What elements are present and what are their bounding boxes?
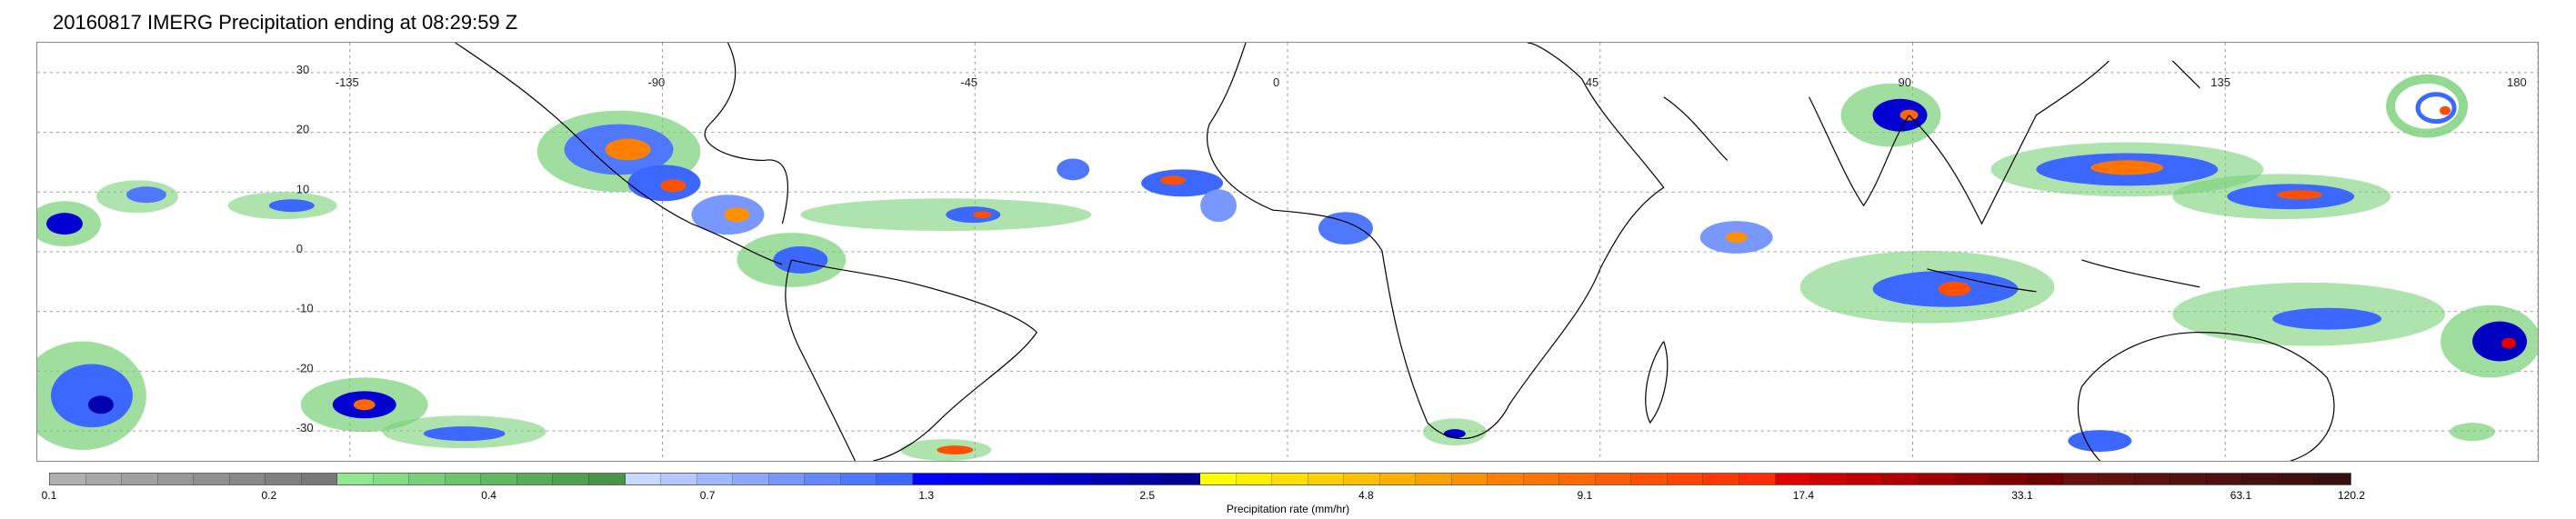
colorbar-segment [2206, 474, 2243, 484]
colorbar-segment [2242, 474, 2279, 484]
map-canvas: 30 20 10 0 -10 -20 -30 -135 -90 -45 0 45… [37, 43, 2538, 461]
colorbar-segment [85, 474, 123, 484]
lat-label-20: 20 [296, 123, 309, 136]
lon-label-135: 135 [2210, 75, 2230, 89]
colorbar-segment [805, 474, 841, 484]
colorbar-segment [1200, 474, 1237, 484]
lon-label-45: 45 [1586, 75, 1599, 89]
colorbar-segment [481, 474, 517, 484]
colorbar-segment [1595, 474, 1632, 484]
colorbar-tick: 33.1 [2011, 489, 2033, 502]
colorbar-tick: 2.5 [1139, 489, 1156, 502]
lon-label-0: 0 [1273, 75, 1279, 89]
colorbar-tick-labels: 0.1 0.2 0.4 0.7 1.3 2.5 4.8 9.1 17.4 33.… [42, 489, 2365, 504]
colorbar-segment [1344, 474, 1380, 484]
colorbar-segment [840, 474, 877, 484]
colorbar-segment [1523, 474, 1560, 484]
colorbar-segment [1955, 474, 1991, 484]
colorbar-tick: 0.4 [481, 489, 496, 502]
colorbar-tick: 0.2 [261, 489, 277, 502]
lat-label-30: 30 [296, 63, 309, 76]
lon-label-m45: -45 [960, 75, 977, 89]
colorbar-segment [194, 474, 230, 484]
colorbar-segment [661, 474, 697, 484]
colorbar-segment [1020, 474, 1057, 484]
colorbar-segment [1308, 474, 1345, 484]
colorbar-segment [337, 474, 374, 484]
colorbar-tick: 4.8 [1358, 489, 1374, 502]
colorbar-segment [1379, 474, 1417, 484]
colorbar-tick: 9.1 [1577, 489, 1593, 502]
colorbar-segment [877, 474, 913, 484]
lat-label-m10: -10 [296, 302, 314, 315]
colorbar-tick: 17.4 [1792, 489, 1815, 502]
colorbar-segment [625, 474, 662, 484]
lon-label-m135: -135 [336, 75, 359, 89]
colorbar-segment [1919, 474, 1956, 484]
colorbar-segment [301, 474, 338, 484]
colorbar-segment [984, 474, 1021, 484]
colorbar-segment [1775, 474, 1812, 484]
colorbar-segment [229, 474, 266, 484]
colorbar-title: Precipitation rate (mm/hr) [1226, 503, 1350, 515]
colorbar-tick: 0.1 [41, 489, 57, 502]
precipitation-field [37, 74, 2538, 461]
colorbar-segment [697, 474, 734, 484]
colorbar-segment [1739, 474, 1776, 484]
colorbar-segment [409, 474, 446, 484]
colorbar-segment [1272, 474, 1308, 484]
colorbar-tick: 120.2 [2337, 489, 2366, 502]
map-title: 20160817 IMERG Precipitation ending at 0… [53, 11, 518, 34]
colorbar-tick: 1.3 [918, 489, 935, 502]
colorbar-segment [733, 474, 769, 484]
colorbar-segment [1164, 474, 1200, 484]
colorbar-segment [157, 474, 195, 484]
colorbar-segment [2278, 474, 2315, 484]
colorbar-segment [2099, 474, 2135, 484]
colorbar-segment [1703, 474, 1739, 484]
colorbar-segment [1056, 474, 1093, 484]
coastlines [455, 43, 2335, 461]
colorbar-segment [553, 474, 589, 484]
colorbar-segment [50, 474, 86, 484]
colorbar-segment [1631, 474, 1668, 484]
colorbar-segment [1451, 474, 1488, 484]
precipitation-colorbar [49, 473, 2351, 485]
colorbar-segment [1092, 474, 1128, 484]
colorbar-segment [768, 474, 806, 484]
colorbar-segment [1667, 474, 1704, 484]
colorbar-segment [516, 474, 554, 484]
colorbar-tick: 0.7 [699, 489, 716, 502]
lon-label-90: 90 [1899, 75, 1911, 89]
colorbar-segment [2062, 474, 2100, 484]
colorbar-segment [1990, 474, 2028, 484]
colorbar-tick: 63.1 [2230, 489, 2252, 502]
colorbar-segment [2027, 474, 2063, 484]
colorbar-segment [1416, 474, 1452, 484]
lat-label-m30: -30 [296, 421, 314, 434]
colorbar-segment [2134, 474, 2171, 484]
colorbar-segment [948, 474, 985, 484]
colorbar-segment [1128, 474, 1165, 484]
lon-label-m90: -90 [648, 75, 666, 89]
colorbar-segment [912, 474, 949, 484]
lat-label-m20: -20 [296, 361, 314, 374]
colorbar-segment [588, 474, 626, 484]
colorbar-segment [266, 474, 302, 484]
colorbar-segment [1236, 474, 1273, 484]
colorbar-segment [2170, 474, 2207, 484]
lat-label-10: 10 [296, 182, 309, 195]
colorbar-segment [373, 474, 410, 484]
lat-label-0: 0 [296, 242, 303, 255]
colorbar-segment [1559, 474, 1596, 484]
colorbar-segment [445, 474, 482, 484]
precipitation-map: 30 20 10 0 -10 -20 -30 -135 -90 -45 0 45… [36, 42, 2539, 462]
colorbar-segment [1847, 474, 1884, 484]
colorbar-segment [1883, 474, 1919, 484]
colorbar-segment [2314, 474, 2350, 484]
colorbar-segment [1811, 474, 1848, 484]
colorbar-segment [122, 474, 158, 484]
lon-label-180: 180 [2507, 75, 2527, 89]
colorbar-segment [1488, 474, 1524, 484]
